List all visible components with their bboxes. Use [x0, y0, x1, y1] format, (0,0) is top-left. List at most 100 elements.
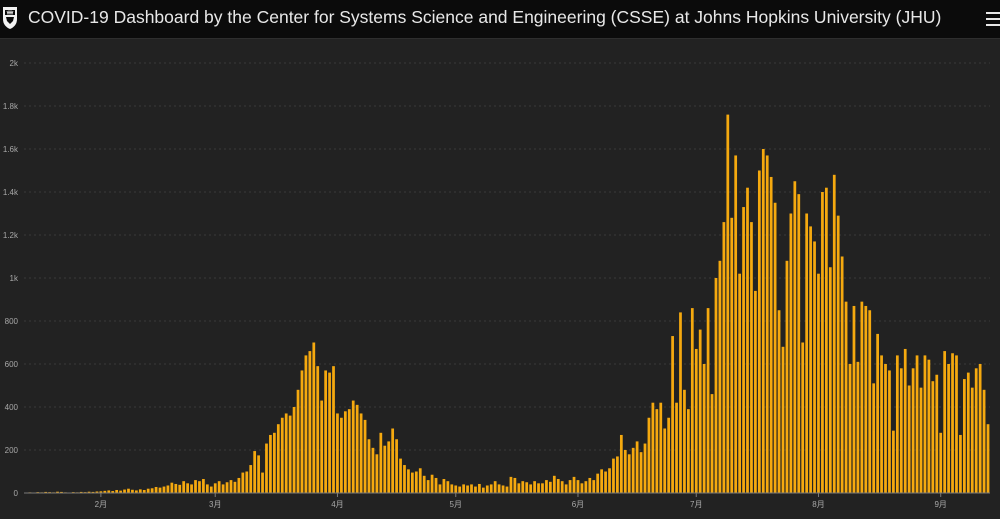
- bar[interactable]: [726, 115, 729, 493]
- bar[interactable]: [758, 171, 761, 494]
- hamburger-menu-icon[interactable]: [986, 10, 1000, 28]
- bar[interactable]: [569, 480, 572, 493]
- bar[interactable]: [719, 261, 722, 493]
- bar[interactable]: [395, 439, 398, 493]
- bar[interactable]: [600, 469, 603, 493]
- bar[interactable]: [935, 375, 938, 493]
- bar[interactable]: [510, 477, 513, 493]
- bar[interactable]: [210, 487, 213, 493]
- bar[interactable]: [868, 310, 871, 493]
- bar[interactable]: [234, 482, 237, 493]
- bar[interactable]: [742, 207, 745, 493]
- bar[interactable]: [506, 487, 509, 493]
- bar[interactable]: [360, 413, 363, 493]
- bar[interactable]: [604, 472, 607, 494]
- bar[interactable]: [821, 192, 824, 493]
- bar[interactable]: [206, 484, 209, 493]
- bar[interactable]: [928, 360, 931, 493]
- bar[interactable]: [683, 390, 686, 493]
- bar[interactable]: [170, 483, 173, 493]
- bar[interactable]: [845, 302, 848, 493]
- bar[interactable]: [947, 364, 950, 493]
- bar[interactable]: [659, 403, 662, 493]
- bar[interactable]: [841, 257, 844, 494]
- bar[interactable]: [896, 355, 899, 493]
- bar[interactable]: [407, 469, 410, 493]
- bar[interactable]: [557, 479, 560, 493]
- bar[interactable]: [581, 483, 584, 493]
- bar[interactable]: [809, 226, 812, 493]
- bar[interactable]: [525, 482, 528, 493]
- bar[interactable]: [738, 274, 741, 493]
- bar[interactable]: [817, 274, 820, 493]
- bar[interactable]: [833, 175, 836, 493]
- bar[interactable]: [439, 484, 442, 493]
- bar[interactable]: [671, 336, 674, 493]
- bar[interactable]: [230, 480, 233, 493]
- bar[interactable]: [226, 482, 229, 493]
- bar[interactable]: [880, 355, 883, 493]
- bar[interactable]: [908, 386, 911, 494]
- bar[interactable]: [301, 370, 304, 493]
- bar[interactable]: [431, 475, 434, 493]
- bar[interactable]: [707, 308, 710, 493]
- bar[interactable]: [979, 364, 982, 493]
- bar[interactable]: [364, 420, 367, 493]
- bar[interactable]: [860, 302, 863, 493]
- bar[interactable]: [332, 366, 335, 493]
- bar[interactable]: [202, 479, 205, 493]
- bar[interactable]: [849, 364, 852, 493]
- bar[interactable]: [730, 218, 733, 493]
- bar[interactable]: [687, 409, 690, 493]
- bar[interactable]: [797, 194, 800, 493]
- bar[interactable]: [924, 355, 927, 493]
- bar[interactable]: [466, 485, 469, 493]
- bar[interactable]: [537, 483, 540, 493]
- bar[interactable]: [616, 456, 619, 493]
- bar[interactable]: [249, 465, 252, 493]
- bar[interactable]: [640, 452, 643, 493]
- bar[interactable]: [308, 351, 311, 493]
- bar[interactable]: [628, 454, 631, 493]
- bar[interactable]: [667, 418, 670, 493]
- bar[interactable]: [624, 450, 627, 493]
- bar[interactable]: [533, 481, 536, 493]
- bar[interactable]: [139, 489, 142, 493]
- bar[interactable]: [147, 489, 150, 493]
- bar[interactable]: [454, 485, 457, 493]
- bar[interactable]: [652, 403, 655, 493]
- bar[interactable]: [253, 451, 256, 493]
- bar[interactable]: [344, 411, 347, 493]
- bar[interactable]: [218, 481, 221, 493]
- bar[interactable]: [470, 484, 473, 493]
- bar[interactable]: [588, 478, 591, 493]
- bar[interactable]: [943, 351, 946, 493]
- bar[interactable]: [900, 368, 903, 493]
- bar[interactable]: [734, 155, 737, 493]
- bar[interactable]: [722, 222, 725, 493]
- bar[interactable]: [951, 353, 954, 493]
- bar[interactable]: [963, 379, 966, 493]
- bar[interactable]: [490, 484, 493, 493]
- bar[interactable]: [214, 483, 217, 493]
- bar[interactable]: [293, 407, 296, 493]
- bar[interactable]: [703, 364, 706, 493]
- bar[interactable]: [186, 483, 189, 493]
- bar[interactable]: [159, 488, 162, 493]
- bar[interactable]: [904, 349, 907, 493]
- bar[interactable]: [423, 476, 426, 493]
- bar[interactable]: [399, 459, 402, 493]
- bar[interactable]: [486, 485, 489, 493]
- bar[interactable]: [446, 481, 449, 493]
- bar[interactable]: [356, 405, 359, 493]
- bar[interactable]: [541, 483, 544, 493]
- bar[interactable]: [648, 418, 651, 493]
- bar[interactable]: [167, 485, 170, 493]
- bar[interactable]: [699, 330, 702, 493]
- bar[interactable]: [967, 373, 970, 493]
- bar[interactable]: [269, 435, 272, 493]
- bar[interactable]: [123, 490, 126, 493]
- bar[interactable]: [320, 401, 323, 493]
- bar[interactable]: [778, 310, 781, 493]
- bar[interactable]: [636, 441, 639, 493]
